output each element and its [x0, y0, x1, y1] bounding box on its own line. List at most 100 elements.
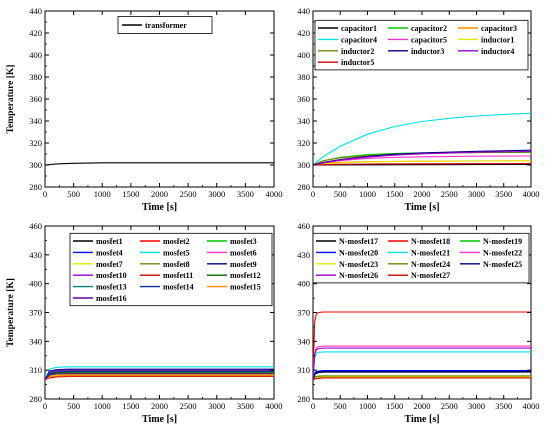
series-line-N-mosfet24	[313, 375, 531, 381]
series-lines	[313, 311, 531, 381]
legend-label-capacitor4: capacitor4	[341, 35, 377, 44]
series-line-mosfet5	[45, 366, 274, 381]
series-line-inductor1	[313, 160, 531, 166]
legend-label-mosfet10: mosfet10	[96, 271, 127, 280]
legend-label-N-mosfet26: N-mosfet26	[339, 271, 378, 280]
y-tick-label: 400	[297, 279, 310, 289]
legend: capacitor1 capacitor2 capacitor3 capacitor4…	[314, 19, 529, 71]
legend-label-mosfet1: mosfet1	[96, 237, 123, 246]
legend-label-mosfet12: mosfet12	[230, 271, 261, 280]
series-line-N-mosfet25	[313, 371, 531, 380]
legend-label-N-mosfet27: N-mosfet27	[411, 271, 450, 280]
legend-label-inductor1: inductor1	[481, 35, 514, 44]
legend-label-mosfet2: mosfet2	[163, 237, 190, 246]
y-tick-label: 280	[29, 182, 42, 192]
series-line-N-mosfet26	[313, 347, 531, 380]
legend-label-N-mosfet22: N-mosfet22	[483, 248, 522, 257]
legend-label-capacitor2: capacitor2	[411, 24, 447, 33]
legend-label-mosfet13: mosfet13	[96, 283, 127, 292]
y-tick-label: 400	[297, 50, 310, 60]
x-tick-label: 1000	[359, 401, 376, 411]
x-tick-label: 3000	[208, 189, 225, 199]
legend-box	[69, 232, 273, 307]
series-line-capacitor1	[313, 163, 531, 166]
legend-box	[117, 16, 213, 34]
x-tick-label: 3500	[495, 189, 512, 199]
legend-label-inductor2: inductor2	[341, 47, 374, 56]
series-line-capacitor4	[313, 112, 531, 166]
legend-label-mosfet8: mosfet8	[163, 260, 190, 269]
x-axis-label: Time [s]	[404, 414, 439, 425]
x-tick-label: 3000	[208, 401, 225, 411]
x-tick-label: 3000	[468, 401, 485, 411]
legend-label-mosfet4: mosfet4	[96, 248, 123, 257]
x-tick-label: 500	[334, 401, 347, 411]
legend-label-N-mosfet19: N-mosfet19	[483, 237, 522, 246]
x-tick-label: 500	[334, 189, 347, 199]
legend: transformer	[117, 16, 213, 34]
legend-label-mosfet5: mosfet5	[163, 248, 190, 257]
series-line-N-mosfet18	[313, 311, 531, 380]
y-tick-label: 460	[29, 221, 42, 231]
x-axis-label: Time [s]	[404, 202, 439, 213]
x-tick-label: 1500	[122, 401, 139, 411]
legend-label-N-mosfet17: N-mosfet17	[339, 237, 378, 246]
y-tick-label: 460	[297, 221, 310, 231]
y-tick-label: 380	[29, 72, 42, 82]
y-tick-label: 420	[29, 28, 42, 38]
x-tick-label: 0	[43, 189, 47, 199]
x-tick-label: 2000	[414, 401, 431, 411]
legend-label-N-mosfet23: N-mosfet23	[339, 260, 378, 269]
series-lines	[313, 112, 531, 166]
y-tick-label: 320	[29, 138, 42, 148]
series-line-mosfet15	[45, 375, 274, 381]
legend-label-capacitor1: capacitor1	[341, 24, 377, 33]
legend-label-N-mosfet18: N-mosfet18	[411, 237, 450, 246]
legend-label-inductor5: inductor5	[341, 58, 374, 67]
y-tick-label: 420	[297, 28, 310, 38]
y-tick-label: 440	[29, 6, 42, 16]
y-tick-label: 310	[29, 365, 42, 375]
legend-label-mosfet7: mosfet7	[96, 260, 123, 269]
series-lines	[45, 366, 274, 381]
legend-label-inductor3: inductor3	[411, 47, 444, 56]
series-line-mosfet14	[45, 370, 274, 381]
legend-label-mosfet15: mosfet15	[230, 283, 261, 292]
y-tick-label: 300	[297, 160, 310, 170]
legend-label-N-mosfet20: N-mosfet20	[339, 248, 378, 257]
chart-panel-1: 0 500 1000 1500 2000 2500 3000 3500 4000 280 300 32…	[6, 6, 283, 213]
x-tick-label: 500	[67, 401, 80, 411]
y-tick-label: 280	[29, 394, 42, 404]
y-tick-label: 370	[29, 308, 42, 318]
legend-label-mosfet16: mosfet16	[96, 294, 127, 303]
series-line-mosfet11	[45, 375, 274, 381]
x-tick-label: 2500	[441, 401, 458, 411]
y-tick-label: 440	[297, 6, 310, 16]
legend-label-capacitor3: capacitor3	[481, 24, 517, 33]
legend-label-transformer: transformer	[145, 21, 187, 30]
x-tick-label: 4000	[523, 401, 540, 411]
y-tick-label: 360	[29, 94, 42, 104]
x-tick-label: 1000	[94, 189, 111, 199]
y-axis-label: Temperature [K]	[6, 65, 16, 134]
y-tick-label: 430	[297, 250, 310, 260]
legend-label-capacitor5: capacitor5	[411, 35, 447, 44]
x-tick-label: 4000	[266, 401, 283, 411]
y-tick-label: 300	[29, 160, 42, 170]
x-tick-label: 4000	[266, 189, 283, 199]
y-tick-label: 340	[297, 336, 310, 346]
y-tick-label: 400	[29, 279, 42, 289]
y-tick-label: 340	[29, 336, 42, 346]
y-tick-label: 340	[29, 116, 42, 126]
series-lines	[45, 162, 274, 166]
y-tick-label: 430	[29, 250, 42, 260]
y-axis-label: Temperature [K]	[6, 278, 16, 347]
legend-box	[314, 19, 529, 71]
legend-label-N-mosfet24: N-mosfet24	[411, 260, 450, 269]
x-tick-label: 1000	[359, 189, 376, 199]
legend: N-mosfet17 N-mosfet18 N-mosfet19 N-mosfet20…	[312, 232, 530, 284]
x-tick-label: 2000	[414, 189, 431, 199]
x-axis-label: Time [s]	[142, 414, 177, 425]
legend-label-mosfet3: mosfet3	[230, 237, 257, 246]
